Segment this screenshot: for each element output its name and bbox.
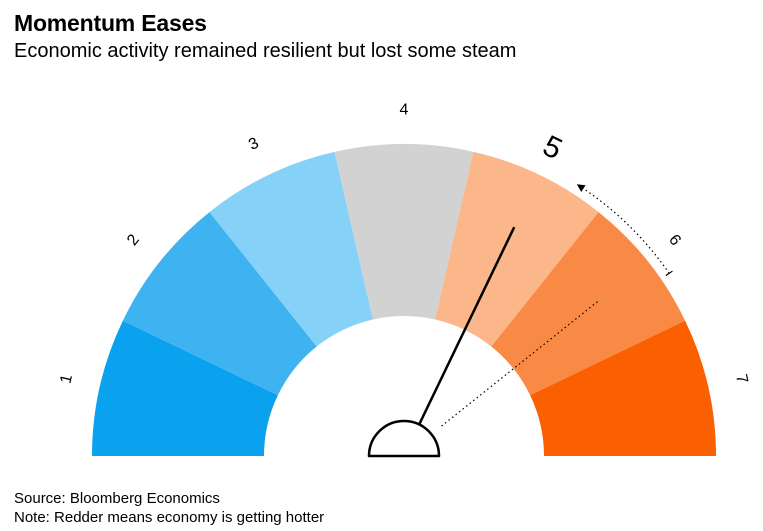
tick-label-6: 6 xyxy=(665,231,684,249)
chart-title: Momentum Eases xyxy=(14,10,207,36)
gauge-segment-4 xyxy=(334,144,474,320)
footnote: Note: Redder means economy is getting ho… xyxy=(14,509,325,526)
gauge-segment-5 xyxy=(435,151,599,347)
gauge-needle xyxy=(418,226,516,425)
gauge-segment-6 xyxy=(491,212,686,396)
current-value-label: 5 xyxy=(538,129,567,166)
chart-footer: Source: Bloomberg Economics Note: Redder… xyxy=(14,489,324,527)
tick-label-7: 7 xyxy=(732,373,751,386)
chart-subtitle: Economic activity remained resilient but… xyxy=(14,40,517,62)
gauge-segment-2 xyxy=(122,212,317,396)
change-arrow xyxy=(576,184,670,274)
gauge-segment-3 xyxy=(209,151,373,347)
gauge-segment-7 xyxy=(530,320,716,456)
gauge-hub xyxy=(367,419,441,458)
previous-marker-tick xyxy=(665,270,673,277)
tick-label-3: 3 xyxy=(246,135,261,154)
tick-label-4: 4 xyxy=(400,102,409,119)
previous-needle xyxy=(441,300,599,427)
source-note: Source: Bloomberg Economics xyxy=(14,490,220,507)
gauge-segment-1 xyxy=(92,320,278,456)
tick-label-2: 2 xyxy=(124,231,143,249)
tick-label-1: 1 xyxy=(57,373,76,386)
